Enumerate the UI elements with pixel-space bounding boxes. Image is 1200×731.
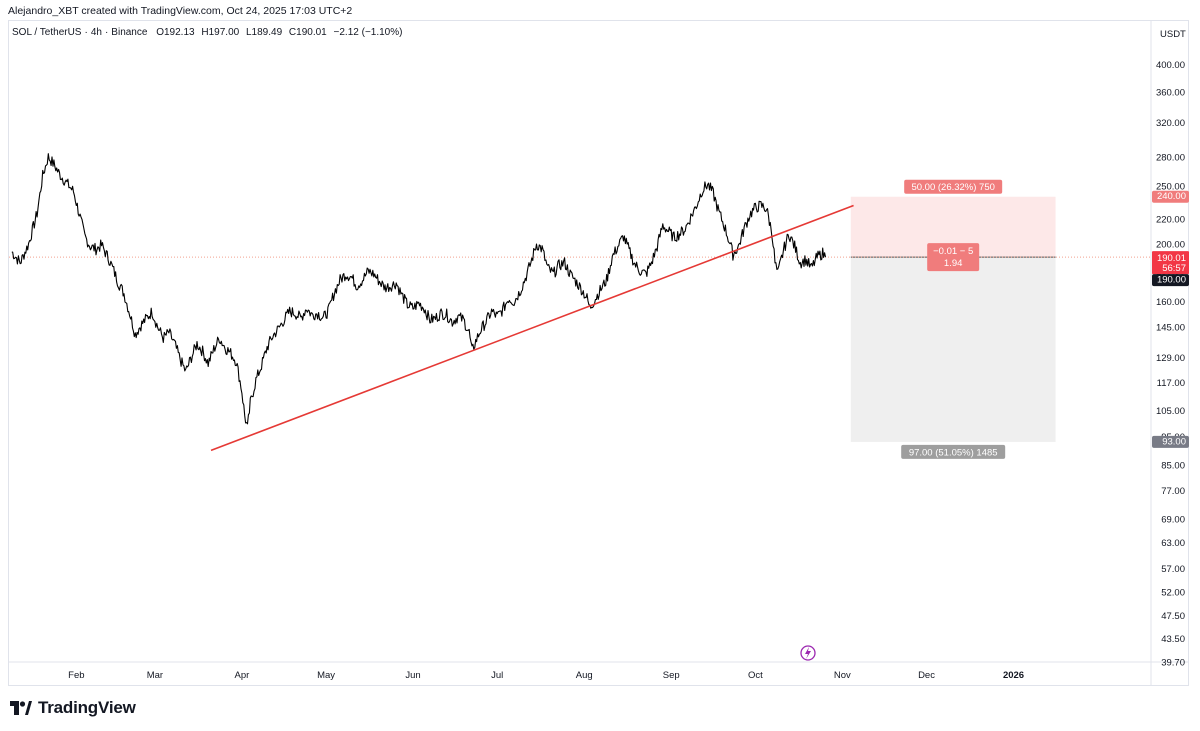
risk-reward-label: −0.01 − 51.94: [927, 243, 980, 272]
risk-reward-bg: [927, 243, 980, 272]
y-tick-label: 117.00: [1157, 378, 1185, 389]
low-label: L: [245, 27, 252, 38]
open-value: 192.13: [164, 27, 195, 38]
y-tick-label: 280.00: [1156, 152, 1185, 163]
y-tick-label: 360.00: [1156, 87, 1185, 98]
y-tick-label: 400.00: [1156, 60, 1185, 71]
x-tick-label: Sep: [663, 670, 680, 681]
y-tick-label: 129.00: [1156, 353, 1185, 364]
countdown-value: 56:57: [1162, 263, 1186, 274]
x-tick-label: Aug: [576, 670, 593, 681]
x-tick-label: Feb: [68, 670, 84, 681]
symbol-exchange: Binance: [111, 27, 148, 38]
y-tick-label: 69.00: [1161, 515, 1185, 526]
target-price-tag: 240.00: [1152, 190, 1189, 203]
symbol-name[interactable]: SOL / TetherUS: [12, 27, 82, 38]
y-tick-label: 320.00: [1156, 118, 1185, 129]
y-tick-label: 57.00: [1161, 564, 1185, 575]
symbol-interval[interactable]: 4h: [90, 27, 102, 38]
risk-reward-line-2: 1.94: [944, 258, 963, 269]
x-tick-label: Oct: [748, 670, 763, 681]
target-label-bg: [904, 179, 1003, 194]
y-tick-label: 200.00: [1156, 239, 1185, 250]
change-value: −2.12 (−1.10%): [333, 27, 403, 38]
tradingview-logo-icon: [10, 701, 32, 715]
tradingview-brand: TradingView: [38, 698, 136, 717]
y-tick-label: 52.00: [1161, 588, 1185, 599]
y-tick-label: 250.00: [1156, 182, 1185, 193]
close-label: C: [288, 27, 297, 38]
stop-label-bg: [901, 444, 1006, 459]
last-price-tag-bg: [1152, 251, 1189, 275]
last-price-value: 190.01: [1157, 253, 1186, 264]
target-label-text: 50.00 (26.32%) 750: [911, 182, 994, 193]
x-tick-label: May: [317, 670, 335, 681]
low-value: 189.49: [251, 27, 283, 38]
x-tick-label: Nov: [834, 670, 851, 681]
y-tick-label: 77.00: [1161, 486, 1185, 497]
attribution-text: Alejandro_XBT created with TradingView.c…: [8, 5, 353, 17]
close-value: 190.01: [296, 27, 327, 38]
stop-price-tag: 93.00: [1152, 435, 1189, 448]
stop-zone: [850, 257, 1056, 442]
risk-reward-line-1: −0.01 − 5: [933, 246, 973, 257]
x-tick-label: Apr: [234, 670, 249, 681]
chart-frame: [8, 20, 1189, 686]
y-tick-label: 105.00: [1156, 406, 1185, 417]
stop-label: 97.00 (51.05%) 1485: [901, 444, 1006, 459]
stop-price-tag-text: 93.00: [1162, 436, 1186, 447]
support-trendline: [210, 204, 854, 452]
x-tick-label: Jun: [405, 670, 420, 681]
stop-label-text: 97.00 (51.05%) 1485: [909, 447, 998, 458]
y-tick-label: 145.00: [1156, 323, 1185, 334]
lightning-icon: [800, 645, 816, 661]
currency-label: USDT: [1160, 29, 1186, 40]
open-label: O: [156, 27, 164, 38]
x-tick-label: Dec: [918, 670, 935, 681]
x-tick-label: 2026: [1003, 670, 1024, 681]
y-tick-label: 220.00: [1156, 215, 1185, 226]
lightning-icon-bolt: [805, 647, 811, 659]
y-tick-label: 47.50: [1161, 611, 1185, 622]
symbol-legend: SOL / TetherUS · 4h · Binance O192.13 H197.0…: [12, 27, 403, 38]
y-tick-label: 160.00: [1156, 297, 1185, 308]
high-value: 197.00: [208, 27, 240, 38]
entry-price-tag-bg: [1152, 274, 1189, 287]
y-tick-label: 43.50: [1161, 634, 1185, 645]
entry-price-tag: 190.00: [1152, 274, 1189, 287]
y-tick-label: 39.70: [1161, 658, 1185, 669]
target-price-tag-text: 240.00: [1157, 191, 1186, 202]
high-label: H: [201, 27, 209, 38]
tradingview-logo[interactable]: TradingView: [10, 698, 136, 718]
stop-price-tag-bg: [1152, 435, 1189, 448]
price-series-line: [11, 153, 827, 425]
y-tick-label: 63.00: [1161, 538, 1185, 549]
x-tick-label: Mar: [147, 670, 163, 681]
target-label: 50.00 (26.32%) 750: [904, 179, 1003, 194]
y-tick-label: 85.00: [1161, 461, 1185, 472]
entry-price-tag-text: 190.00: [1157, 275, 1186, 286]
target-price-tag-bg: [1152, 190, 1189, 203]
x-tick-label: Jul: [491, 670, 503, 681]
